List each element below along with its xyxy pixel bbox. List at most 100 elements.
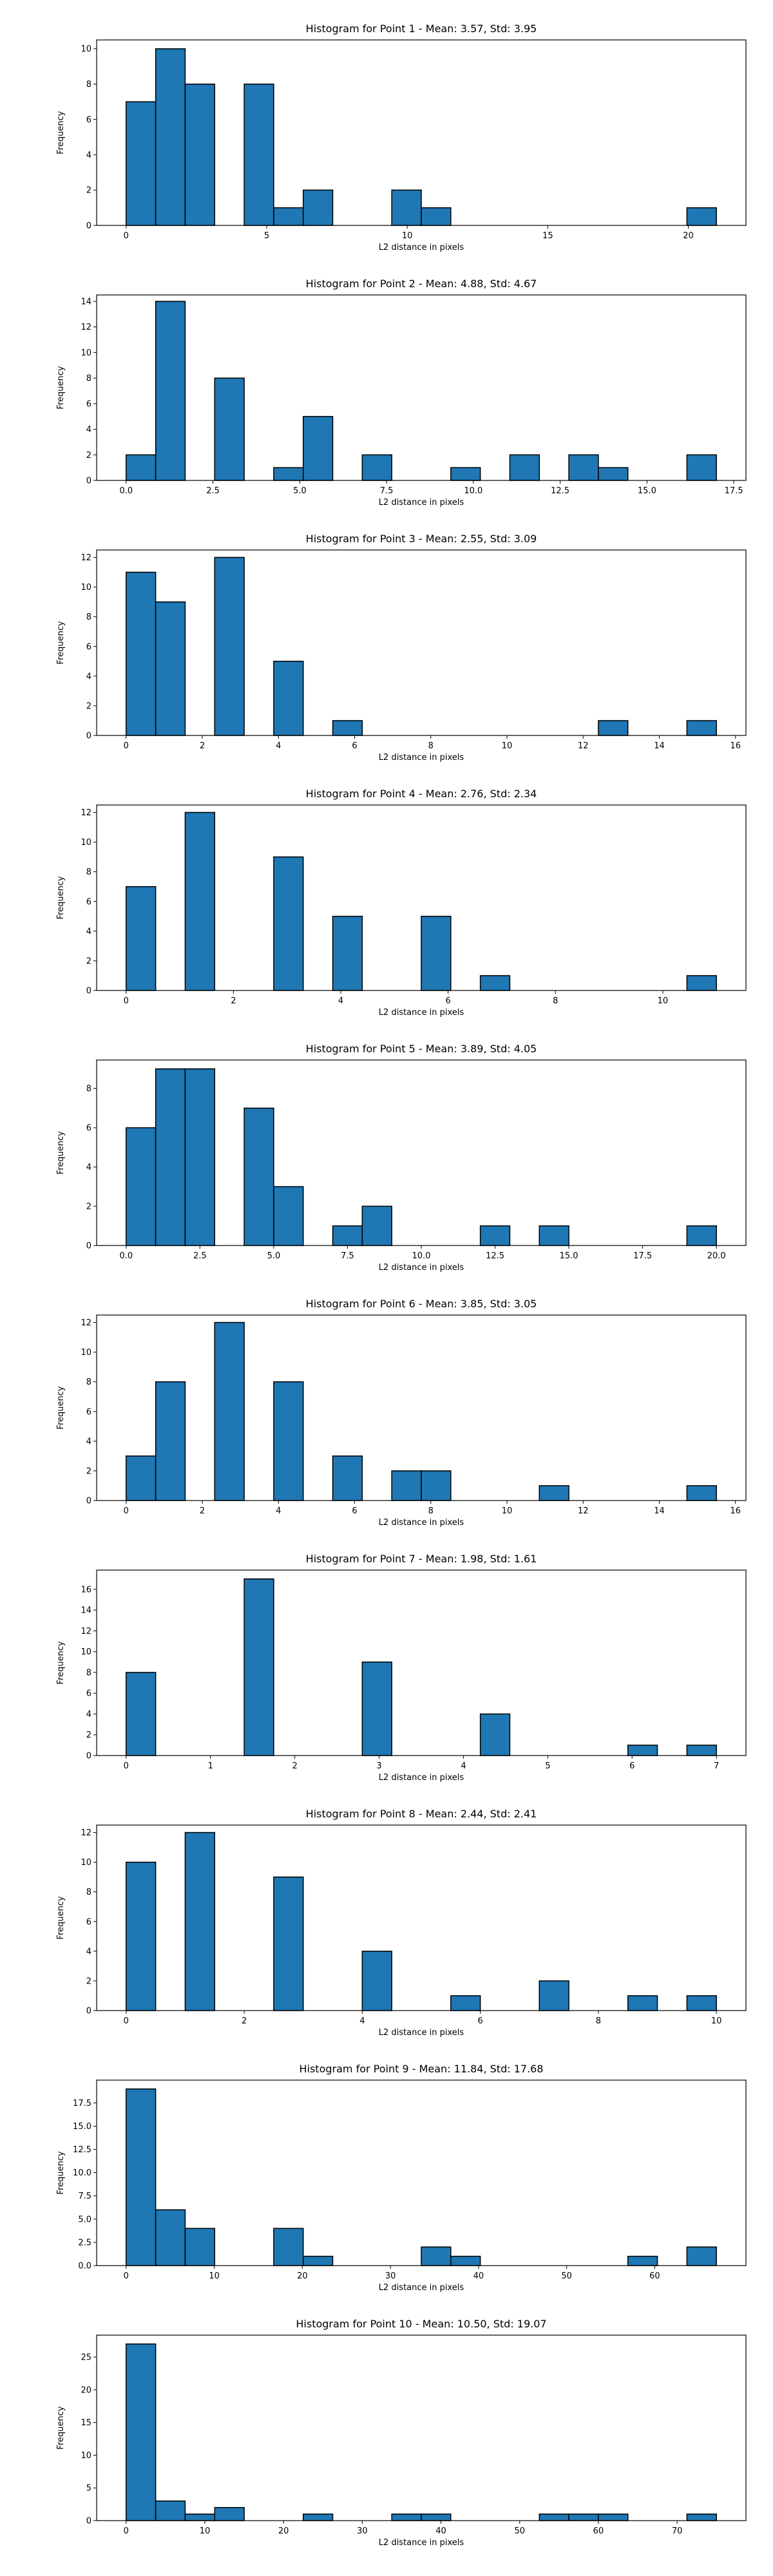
- x-tick-label: 14: [654, 1506, 665, 1516]
- y-tick-label: 4: [86, 425, 91, 435]
- histogram-bar: [302, 189, 334, 226]
- x-tick-label: 15.0: [560, 1251, 578, 1261]
- x-tick-label: 5: [264, 231, 269, 241]
- x-tick-label: 16: [730, 1506, 741, 1516]
- x-tick-label: 7.5: [380, 486, 394, 496]
- histogram-bar: [391, 189, 422, 226]
- histogram-bar: [184, 1068, 216, 1246]
- chart-title: Histogram for Point 1 - Mean: 3.57, Std:…: [306, 23, 537, 35]
- histogram-panel-10: Histogram for Point 10 - Mean: 10.50, St…: [56, 2318, 747, 2548]
- y-tick-label: 6: [86, 1689, 91, 1699]
- x-tick-label: 0: [124, 2526, 129, 2536]
- y-tick-label: 12.5: [73, 2145, 91, 2155]
- x-tick-label: 0: [124, 231, 129, 241]
- histogram-bar: [391, 1470, 422, 1501]
- histogram-bar: [214, 556, 245, 736]
- x-tick-label: 10.0: [412, 1251, 431, 1261]
- histogram-bar: [568, 2514, 599, 2521]
- axes-frame: [96, 2334, 747, 2521]
- histogram-bar: [214, 2506, 245, 2521]
- y-tick-label: 0: [86, 2517, 91, 2526]
- histogram-bar: [126, 571, 157, 736]
- chart-title: Histogram for Point 7 - Mean: 1.98, Std:…: [306, 1553, 537, 1565]
- x-tick-label: 6: [352, 741, 357, 751]
- x-tick-label: 8: [596, 2016, 601, 2026]
- histogram-bar: [509, 454, 540, 481]
- x-tick-label: 4: [359, 2016, 365, 2026]
- x-tick-label: 0.0: [119, 1251, 133, 1261]
- y-tick-label: 8: [86, 612, 91, 622]
- y-tick-label: 15: [81, 2418, 91, 2428]
- y-tick-label: 0: [86, 477, 91, 486]
- y-tick-label: 4: [86, 1163, 91, 1173]
- y-tick-label: 2: [86, 1466, 91, 1476]
- y-tick-label: 2.5: [78, 2238, 91, 2248]
- histogram-bar: [479, 1713, 511, 1756]
- histogram-bar: [686, 207, 717, 226]
- x-tick-label: 5.0: [293, 486, 307, 496]
- y-axis-label: Frequency: [56, 621, 66, 664]
- histogram-bar: [627, 1995, 658, 2011]
- histogram-bar: [539, 1225, 569, 1246]
- y-tick-label: 7.5: [78, 2192, 91, 2201]
- x-tick-label: 6: [352, 1506, 357, 1516]
- x-tick-label: 0: [124, 1506, 129, 1516]
- histogram-bar: [686, 1745, 717, 1756]
- x-tick-label: 4: [461, 1761, 466, 1771]
- x-tick-label: 0: [124, 2016, 129, 2026]
- axes-frame: [96, 804, 747, 991]
- x-tick-label: 12.5: [551, 486, 569, 496]
- y-tick-label: 4: [86, 927, 91, 936]
- y-tick-label: 8: [86, 867, 91, 877]
- y-tick-label: 2: [86, 451, 91, 460]
- y-axis-label: Frequency: [56, 2151, 66, 2194]
- x-tick-label: 4: [276, 1506, 281, 1516]
- y-tick-label: 12: [81, 1627, 91, 1636]
- histogram-bar: [155, 48, 186, 226]
- chart-title: Histogram for Point 3 - Mean: 2.55, Std:…: [306, 533, 537, 545]
- x-tick-label: 8: [428, 741, 434, 751]
- histogram-bar: [450, 2255, 481, 2266]
- y-tick-label: 12: [81, 553, 91, 563]
- histogram-panel-6: Histogram for Point 6 - Mean: 3.85, Std:…: [56, 1298, 747, 1528]
- y-tick-label: 10: [81, 1647, 91, 1657]
- histogram-bar: [184, 2228, 216, 2266]
- y-tick-label: 20: [81, 2385, 91, 2395]
- y-tick-label: 6: [86, 1124, 91, 1133]
- x-axis-label: L2 distance in pixels: [379, 1008, 464, 1018]
- histogram-bar: [332, 916, 363, 991]
- x-axis-label: L2 distance in pixels: [379, 1773, 464, 1783]
- y-tick-label: 8: [86, 374, 91, 384]
- histogram-bar: [627, 2255, 658, 2266]
- x-tick-label: 20: [683, 231, 694, 241]
- x-tick-label: 0.0: [119, 486, 133, 496]
- y-axis-label: Frequency: [56, 1386, 66, 1429]
- histogram-bar: [243, 83, 274, 226]
- x-tick-label: 16: [730, 741, 741, 751]
- histogram-bar: [686, 1995, 717, 2011]
- x-tick-label: 40: [435, 2526, 446, 2536]
- x-tick-label: 10: [402, 231, 413, 241]
- histogram-panel-1: Histogram for Point 1 - Mean: 3.57, Std:…: [56, 23, 747, 252]
- histogram-bar: [450, 467, 481, 481]
- y-tick-label: 6: [86, 399, 91, 409]
- histogram-bar: [273, 661, 304, 736]
- x-tick-label: 1: [208, 1761, 213, 1771]
- y-tick-label: 10.0: [73, 2168, 91, 2178]
- y-tick-label: 4: [86, 672, 91, 681]
- histogram-bar: [332, 1225, 363, 1246]
- chart-title: Histogram for Point 5 - Mean: 3.89, Std:…: [306, 1043, 537, 1055]
- histogram-bar: [686, 975, 717, 991]
- histogram-bar: [479, 1225, 511, 1246]
- histogram-bar: [598, 720, 629, 736]
- axes-frame: [96, 549, 747, 736]
- x-axis-label: L2 distance in pixels: [379, 243, 464, 252]
- y-tick-label: 10: [81, 2451, 91, 2461]
- histogram-bar: [155, 2209, 186, 2266]
- histogram-bar: [273, 1381, 304, 1501]
- x-tick-label: 50: [561, 2271, 572, 2281]
- y-tick-label: 6: [86, 897, 91, 907]
- histogram-bar: [273, 207, 304, 226]
- y-tick-label: 8: [86, 1888, 91, 1897]
